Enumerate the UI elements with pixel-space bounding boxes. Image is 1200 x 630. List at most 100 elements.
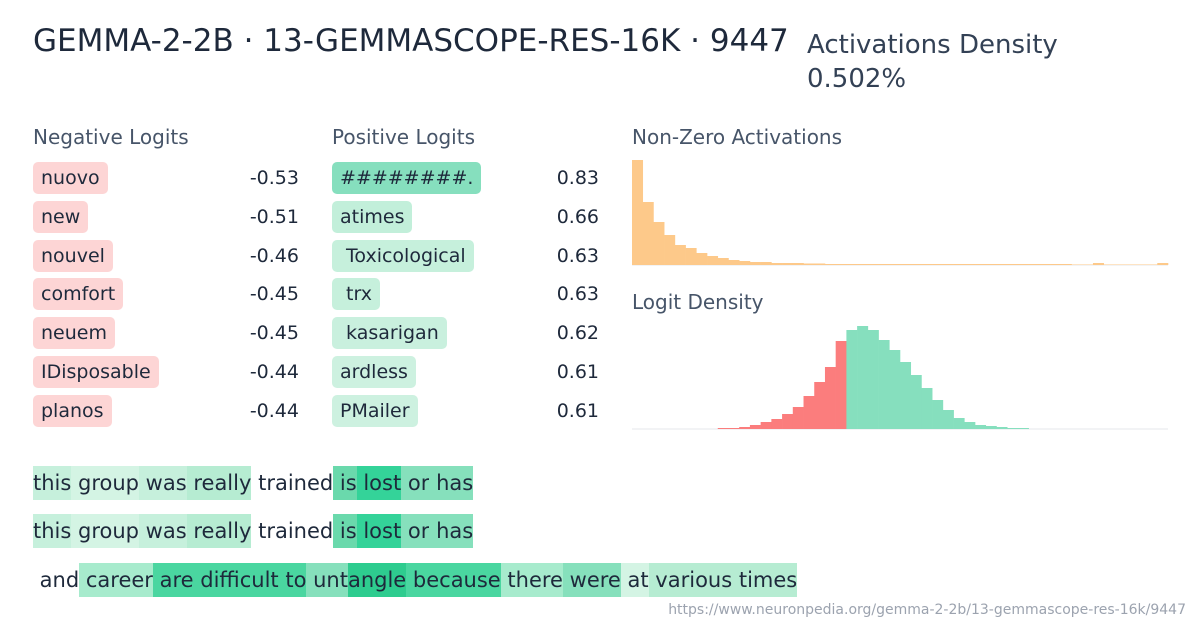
- bar: [1007, 428, 1019, 429]
- negative-value: -0.44: [249, 361, 299, 383]
- token: lost: [356, 466, 402, 500]
- token: group: [71, 466, 139, 500]
- bar: [878, 340, 890, 429]
- negative-token: nouvel: [33, 240, 113, 272]
- bar: [728, 428, 740, 429]
- bar: [792, 263, 804, 265]
- token: really: [186, 514, 252, 548]
- token: various: [648, 563, 733, 597]
- bar: [760, 262, 772, 265]
- bar: [717, 428, 729, 429]
- token: were: [562, 563, 621, 597]
- bar: [1114, 264, 1126, 265]
- token: lost: [356, 514, 402, 548]
- bar: [910, 264, 922, 265]
- bar: [696, 253, 708, 265]
- bar: [653, 222, 665, 265]
- bar: [867, 330, 879, 429]
- bar: [642, 202, 654, 265]
- token: this: [33, 514, 72, 548]
- positive-token: kasarigan: [332, 317, 447, 349]
- bar: [674, 245, 686, 265]
- bar: [921, 388, 933, 429]
- negative-title: Negative Logits: [33, 125, 189, 149]
- token: career: [79, 563, 153, 597]
- bar: [685, 248, 697, 265]
- positive-token: trx: [332, 278, 381, 310]
- bar: [803, 263, 815, 265]
- bar: [846, 330, 858, 429]
- token: has: [429, 514, 474, 548]
- bar: [985, 264, 997, 265]
- positive-value: 0.83: [556, 167, 599, 189]
- bar: [814, 263, 826, 265]
- bar: [1039, 264, 1051, 265]
- bar: [1103, 264, 1115, 265]
- bar: [846, 264, 858, 265]
- bar: [835, 264, 847, 265]
- bar: [1157, 263, 1169, 265]
- token: was: [139, 466, 187, 500]
- token: difficult: [193, 563, 279, 597]
- positive-value: 0.61: [556, 361, 599, 383]
- token: are: [152, 563, 194, 597]
- positive-value: 0.61: [556, 400, 599, 422]
- bar: [975, 425, 987, 429]
- token: this: [33, 466, 72, 500]
- negative-value: -0.46: [249, 245, 299, 267]
- token: trained: [251, 471, 334, 495]
- bar: [1007, 264, 1019, 265]
- token: at: [620, 563, 649, 597]
- positive-value: 0.62: [556, 322, 599, 344]
- bar: [792, 407, 804, 429]
- bar: [1028, 264, 1040, 265]
- title: GEMMA-2-2B · 13-GEMMASCOPE-RES-16K · 944…: [33, 23, 789, 59]
- negative-value: -0.45: [249, 322, 299, 344]
- bar: [707, 256, 719, 265]
- negative-value: -0.53: [249, 167, 299, 189]
- positive-token: atimes: [332, 201, 413, 233]
- example-row: this group was really trained is lost or…: [33, 466, 474, 500]
- token: group: [71, 514, 139, 548]
- bar: [1092, 263, 1104, 265]
- bar: [771, 419, 783, 429]
- hist-title: Logit Density: [632, 290, 764, 314]
- density: Activations Density 0.502%: [807, 28, 1058, 96]
- positive-value: 0.63: [556, 245, 599, 267]
- positive-token: PMailer: [332, 395, 418, 427]
- token: angle: [347, 563, 407, 597]
- bar: [932, 264, 944, 265]
- bar: [782, 414, 794, 429]
- token: because: [406, 563, 501, 597]
- negative-token: neuem: [33, 317, 115, 349]
- bar: [749, 425, 761, 429]
- density-label: Activations Density: [807, 30, 1058, 60]
- bar: [1017, 428, 1029, 429]
- bar: [760, 422, 772, 429]
- bar: [857, 326, 869, 429]
- positive-token: Toxicological: [332, 240, 474, 272]
- negative-token: new: [33, 201, 89, 233]
- bar: [1082, 264, 1094, 265]
- bar: [985, 426, 997, 429]
- hist-title: Non-Zero Activations: [632, 125, 843, 149]
- bar: [1017, 264, 1029, 265]
- token: is: [333, 466, 357, 500]
- token: or: [401, 514, 430, 548]
- bar: [900, 264, 912, 265]
- bar: [867, 264, 879, 265]
- negative-token: comfort: [33, 278, 124, 310]
- token: was: [139, 514, 187, 548]
- density-value: 0.502%: [807, 64, 907, 94]
- token: and: [33, 568, 80, 592]
- bar: [739, 261, 751, 265]
- token: or: [401, 466, 430, 500]
- bar: [857, 264, 869, 265]
- bar: [664, 235, 676, 265]
- bar: [771, 263, 783, 265]
- bar: [942, 410, 954, 429]
- bar: [632, 160, 644, 265]
- token: is: [333, 514, 357, 548]
